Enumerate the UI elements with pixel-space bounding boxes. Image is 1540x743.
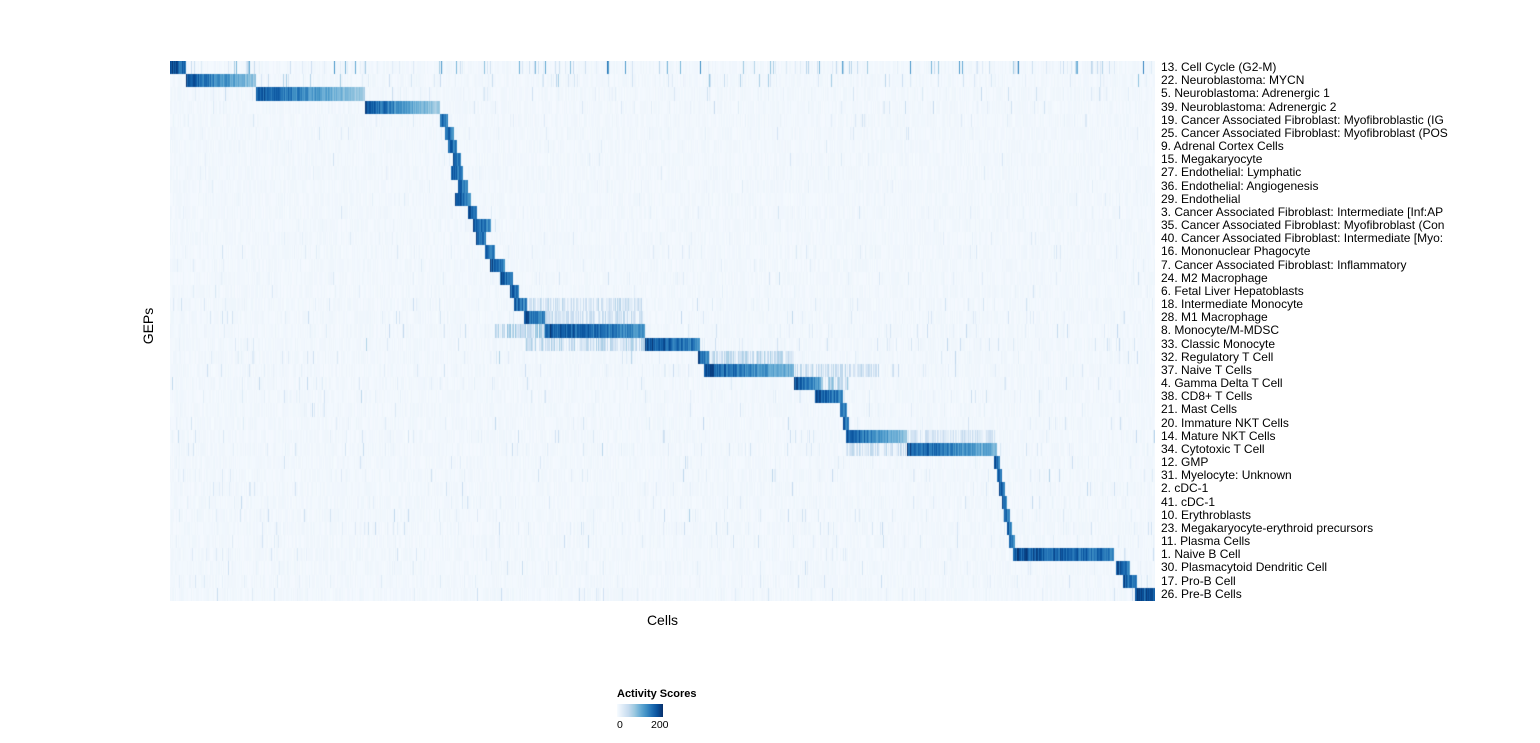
row-label: 10. Erythroblasts [1161,508,1252,522]
legend-ticks: 0 200 [617,719,687,731]
row-label: 18. Intermediate Monocyte [1161,298,1304,312]
row-label: 27. Endothelial: Lymphatic [1161,166,1302,180]
row-label: 2. cDC-1 [1161,482,1209,496]
row-label: 5. Neuroblastoma: Adrenergic 1 [1161,87,1330,101]
row-label: 8. Monocyte/M-MDSC [1161,324,1280,338]
row-label: 28. M1 Macrophage [1161,311,1268,325]
legend-title: Activity Scores [617,688,697,700]
row-label: 11. Plasma Cells [1161,535,1251,549]
legend-tick-min: 0 [617,719,623,731]
row-label: 17. Pro-B Cell [1161,574,1236,588]
row-label: 35. Cancer Associated Fibroblast: Myofib… [1161,219,1445,233]
legend-colorbar [617,704,663,717]
row-label: 25. Cancer Associated Fibroblast: Myofib… [1161,126,1448,140]
row-label: 15. Megakaryocyte [1161,153,1263,167]
row-label: 33. Classic Monocyte [1161,337,1276,351]
row-label: 20. Immature NKT Cells [1161,416,1289,430]
row-label: 13. Cell Cycle (G2-M) [1161,61,1277,74]
row-label: 16. Mononuclear Phagocyte [1161,245,1311,259]
row-labels: 13. Cell Cycle (G2-M) 22. Neuroblastoma: … [1161,61,1540,601]
row-label: 26. Pre-B Cells [1161,587,1242,601]
row-label: 30. Plasmacytoid Dendritic Cell [1161,561,1328,575]
row-label: 23. Megakaryocyte-erythroid precursors [1161,521,1374,535]
legend-tick-max: 200 [651,719,669,731]
row-label: 40. Cancer Associated Fibroblast: Interm… [1161,232,1444,246]
row-label: 39. Neuroblastoma: Adrenergic 2 [1161,100,1337,114]
row-label: 12. GMP [1161,456,1209,470]
y-axis-label: GEPs [140,307,156,345]
row-label: 7. Cancer Associated Fibroblast: Inflamm… [1161,258,1407,272]
row-label: 31. Myelocyte: Unknown [1161,469,1292,483]
row-label: 4. Gamma Delta T Cell [1161,377,1283,391]
row-label: 9. Adrenal Cortex Cells [1161,140,1284,154]
row-label: 22. Neuroblastoma: MYCN [1161,74,1305,88]
row-label: 6. Fetal Liver Hepatoblasts [1161,284,1304,298]
row-label: 19. Cancer Associated Fibroblast: Myofib… [1161,113,1444,127]
activity-scores-legend: Activity Scores 0 200 [617,688,737,731]
row-label: 3. Cancer Associated Fibroblast: Interme… [1161,205,1444,219]
heatmap-canvas [170,61,1155,601]
row-label: 41. cDC-1 [1161,495,1216,509]
row-label: 37. Naive T Cells [1161,363,1252,377]
row-label: 29. Endothelial [1161,192,1241,206]
x-axis-label: Cells [646,612,679,628]
row-label: 1. Naive B Cell [1161,548,1241,562]
row-label: 34. Cytotoxic T Cell [1161,442,1265,456]
row-label: 24. M2 Macrophage [1161,271,1268,285]
row-label: 21. Mast Cells [1161,403,1238,417]
row-label: 32. Regulatory T Cell [1161,350,1274,364]
row-label: 38. CD8+ T Cells [1161,390,1253,404]
row-label: 14. Mature NKT Cells [1161,429,1276,443]
row-label: 36. Endothelial: Angiogenesis [1161,179,1319,193]
